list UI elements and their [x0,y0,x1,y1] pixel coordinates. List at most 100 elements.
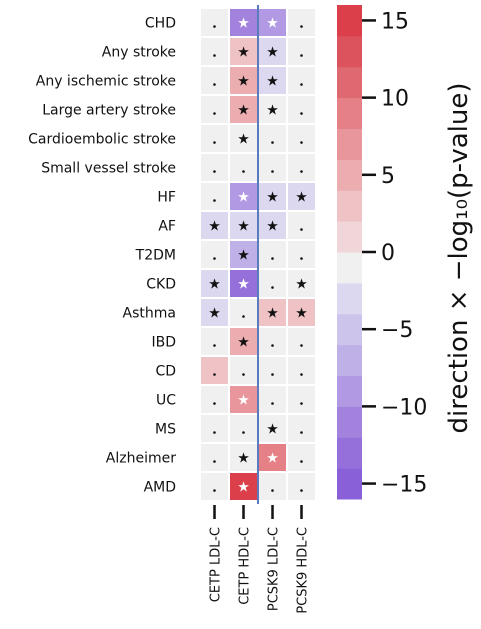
row-label: MS [155,422,176,438]
heatmap-cell [201,241,228,268]
heatmap-cell [230,38,257,65]
heatmap-cell [259,183,286,210]
heatmap-cell [288,183,315,210]
marker-dot [213,257,216,260]
row-label: Any ischemic stroke [36,74,176,90]
marker-dot [213,431,216,434]
heatmap-cell [230,67,257,94]
row-label: CD [155,364,176,380]
heatmap-cell [230,328,257,355]
colorbar-segment [337,437,362,469]
heatmap-cell [259,154,286,181]
heatmap-cell [259,241,286,268]
significance-star: ★ [208,277,221,293]
significance-star: ★ [266,422,279,438]
marker-dot [213,344,216,347]
heatmap-cell [201,96,228,123]
heatmap-cell [259,328,286,355]
heatmap-cell [201,9,228,36]
significance-star: ★ [266,74,279,90]
heatmap-cell [230,96,257,123]
heatmap-cell [230,299,257,326]
significance-star: ★ [266,306,279,322]
heatmap-cell [201,125,228,152]
significance-star: ★ [208,219,221,235]
significance-star: ★ [237,103,250,119]
heatmap-cell [288,386,315,413]
marker-dot [300,431,303,434]
heatmap-cell [259,444,286,471]
heatmap-cell [201,212,228,239]
heatmap-cell [201,183,228,210]
row-label: Alzheimer [106,451,176,467]
colorbar-segment [337,375,362,407]
marker-dot [213,460,216,463]
marker-dot [242,170,245,173]
colorbar-tick-label: −15 [381,473,427,498]
significance-star: ★ [208,306,221,322]
heatmap-cell [230,9,257,36]
marker-dot [271,489,274,492]
colorbar-segment [337,313,362,346]
row-label: T2DM [135,248,176,264]
heatmap-cell [288,154,315,181]
colorbar-tick-label: −10 [381,395,427,420]
heatmap-cell [259,299,286,326]
significance-star: ★ [295,277,308,293]
heatmap-cell [288,67,315,94]
row-label: Asthma [123,306,176,322]
marker-dot [242,315,245,318]
heatmap-cell [201,270,228,297]
heatmap-cell [288,473,315,500]
column-label: CETP HDL-C [238,527,253,605]
marker-dot [242,373,245,376]
significance-star: ★ [237,74,250,90]
colorbar-segment [337,128,362,160]
colorbar-tick-label: 0 [381,241,395,266]
marker-dot [300,54,303,57]
colorbar-segment [337,468,362,500]
heatmap-cell [288,270,315,297]
heatmap-cell [288,328,315,355]
marker-dot [300,257,303,260]
heatmap-cells: ★ ★ ★ ★ ★ ★ ★ ★ ★ ★ ★ ★ ★ ★ ★ ★ ★ ★ ★ ★ ★ ★ ★ ★ ★ ★ ★ ★ [201,5,315,504]
significance-star-white: ★ [237,190,250,206]
significance-star: ★ [237,45,250,61]
heatmap-cell [230,473,257,500]
row-label: Cardioembolic stroke [28,132,176,148]
column-label: CETP LDL-C [209,527,224,602]
heatmap-cell [288,444,315,471]
heatmap-cell [230,270,257,297]
colorbar: 15 10 5 0 −5 −10 −15 [337,5,427,500]
marker-dot [300,373,303,376]
row-label: Large artery stroke [42,103,176,119]
colorbar-segment [337,344,362,376]
heatmap-cell [230,125,257,152]
colorbar-label: direction × −log₁₀(p-value) [444,82,474,433]
row-label: CHD [145,16,176,32]
heatmap-cell [288,241,315,268]
marker-dot [213,170,216,173]
heatmap-cell [201,415,228,442]
heatmap-cell [259,9,286,36]
significance-star: ★ [266,190,279,206]
marker-dot [300,344,303,347]
heatmap-cell [259,125,286,152]
heatmap-cell [201,67,228,94]
heatmap-cell [230,183,257,210]
colorbar-segment [337,406,362,438]
colorbar-segment [337,190,362,222]
colorbar-segment [337,97,362,129]
significance-star: ★ [237,219,250,235]
significance-star: ★ [266,103,279,119]
marker-dot [271,141,274,144]
marker-dot [300,83,303,86]
heatmap-cell [230,357,257,384]
marker-dot [213,199,216,202]
marker-dot [300,25,303,28]
colorbar-segment [337,282,362,315]
marker-dot [300,228,303,231]
significance-star-white: ★ [237,480,250,496]
marker-dot [300,489,303,492]
row-label: HF [157,190,176,206]
